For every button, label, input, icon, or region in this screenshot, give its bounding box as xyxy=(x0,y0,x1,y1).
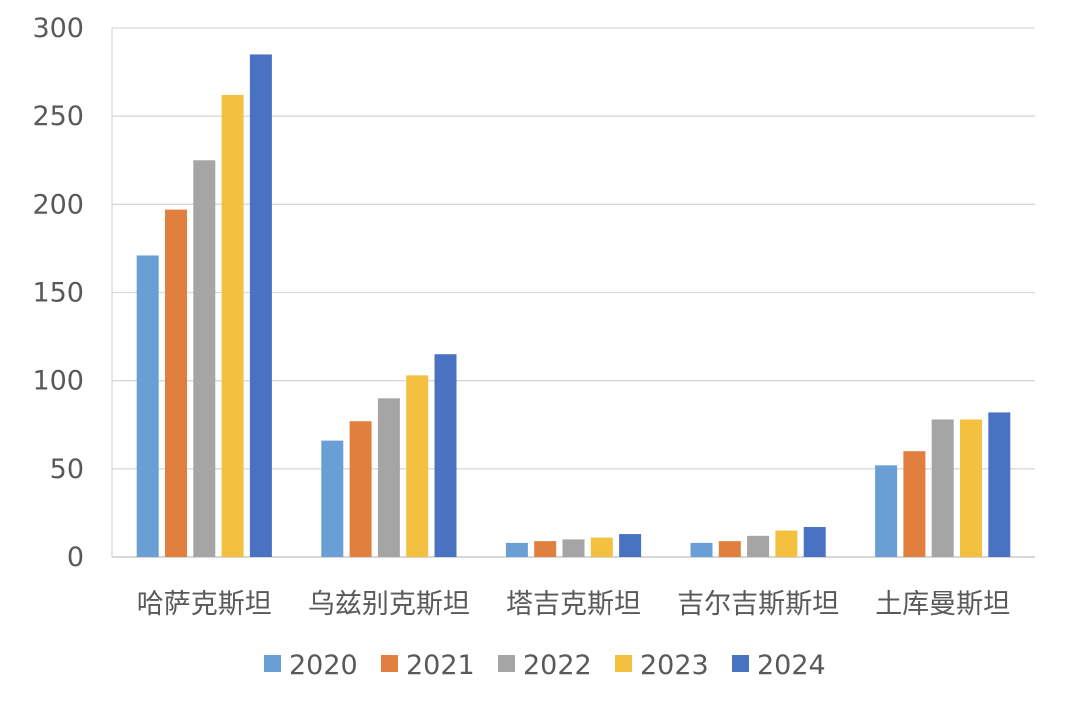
bar-2022-0 xyxy=(193,160,216,557)
bar-2024-2 xyxy=(619,534,642,557)
legend-label: 2020 xyxy=(289,650,358,681)
x-category-label: 土库曼斯坦 xyxy=(875,589,1010,620)
legend: 2020 2021 2022 2023 2024 xyxy=(264,650,826,681)
x-category-label: 塔吉克斯坦 xyxy=(506,589,641,620)
bar-2020-2 xyxy=(505,542,528,557)
bar-2020-4 xyxy=(875,465,898,557)
bar-2021-0 xyxy=(165,209,187,557)
bar-2024-3 xyxy=(803,527,826,557)
bar-2024-1 xyxy=(434,354,457,557)
legend-swatch-2020 xyxy=(264,655,281,672)
bar-2023-1 xyxy=(406,375,429,557)
bar-2020-3 xyxy=(690,542,713,557)
bar-2021-4 xyxy=(903,451,926,557)
bar-2020-1 xyxy=(321,440,344,557)
legend-swatch-2022 xyxy=(498,655,515,672)
y-tick-label: 250 xyxy=(32,101,84,132)
y-tick-label: 200 xyxy=(32,189,84,220)
bar-2024-0 xyxy=(249,54,272,557)
legend-label: 2021 xyxy=(406,650,475,681)
bar-2023-4 xyxy=(960,419,982,557)
x-category-label: 吉尔吉斯斯坦 xyxy=(677,589,839,620)
legend-label: 2023 xyxy=(640,650,709,681)
bar-2023-0 xyxy=(221,95,244,558)
legend-swatch-2021 xyxy=(381,655,398,672)
x-category-label: 哈萨克斯坦 xyxy=(137,589,272,620)
bar-2022-2 xyxy=(562,539,585,557)
bar-2022-3 xyxy=(747,535,770,557)
bar-2022-4 xyxy=(931,419,954,557)
legend-swatch-2023 xyxy=(615,655,632,672)
y-tick-label: 50 xyxy=(50,454,84,485)
bar-2023-3 xyxy=(775,530,798,557)
y-tick-label: 300 xyxy=(32,13,84,44)
bar-2022-1 xyxy=(377,398,400,557)
bar-2021-3 xyxy=(718,541,741,557)
bar-2021-1 xyxy=(349,421,372,557)
bar-2020-0 xyxy=(136,255,159,557)
bars xyxy=(136,54,1011,558)
legend-swatch-2024 xyxy=(732,655,749,672)
y-tick-label: 150 xyxy=(32,278,84,309)
x-category-label: 乌兹别克斯坦 xyxy=(308,589,470,620)
bar-2024-4 xyxy=(988,412,1011,557)
x-axis-labels: 哈萨克斯坦 乌兹别克斯坦 塔吉克斯坦 吉尔吉斯斯坦 土库曼斯坦 xyxy=(137,589,1010,620)
y-axis: 0 50 100 150 200 250 300 xyxy=(32,13,113,573)
legend-label: 2024 xyxy=(757,650,826,681)
bar-2023-2 xyxy=(590,537,613,557)
legend-label: 2022 xyxy=(523,650,592,681)
y-tick-label: 100 xyxy=(32,366,84,397)
bar-2021-2 xyxy=(534,541,557,557)
y-tick-label: 0 xyxy=(67,542,84,573)
